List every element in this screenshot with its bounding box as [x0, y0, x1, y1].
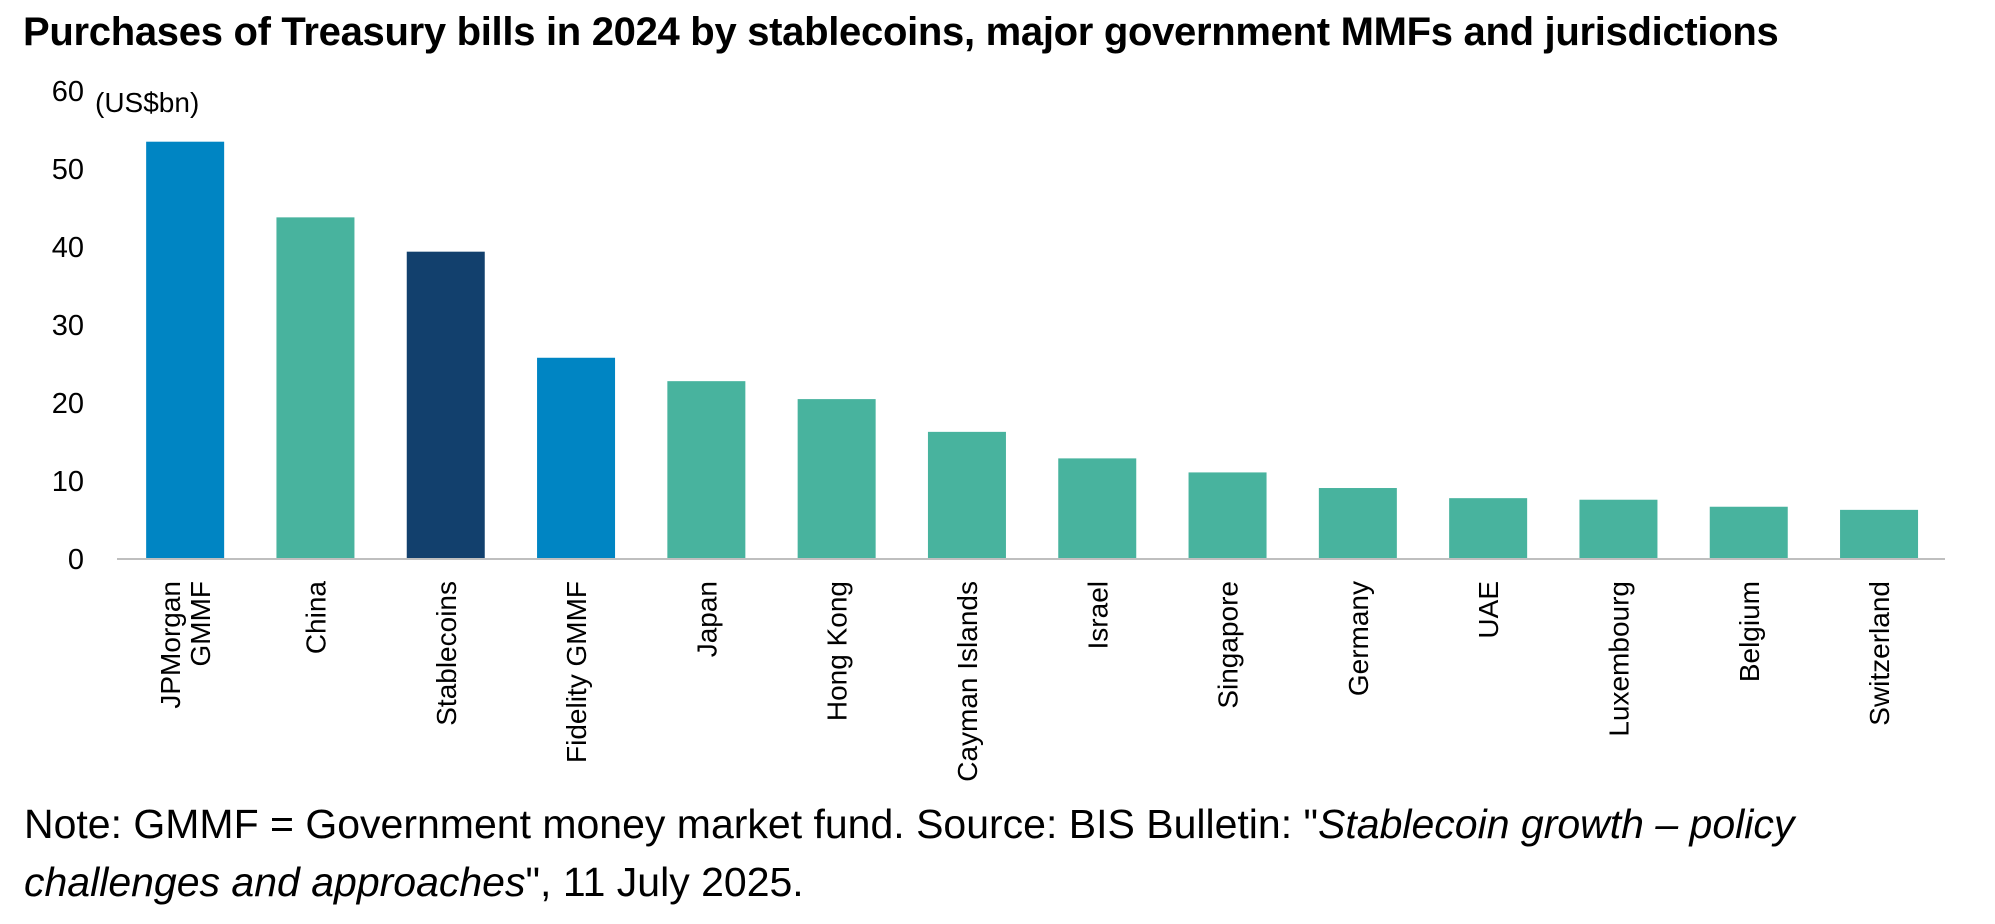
unit-label: (US$bn) — [95, 87, 199, 118]
y-axis: 0 10 20 30 40 50 60 — [52, 76, 84, 576]
bar — [146, 141, 225, 559]
bar — [1709, 506, 1788, 559]
chart-title: Purchases of Treasury bills in 2024 by s… — [23, 10, 1779, 54]
x-tick-label: Hong Kong — [822, 581, 853, 721]
x-tick-label-line: Stablecoins — [431, 581, 462, 726]
bar — [927, 431, 1006, 559]
x-tick-label-line: Israel — [1082, 581, 1113, 649]
y-tick-label: 10 — [52, 466, 84, 498]
bar — [1449, 498, 1528, 559]
bar — [406, 251, 485, 559]
x-tick-label-line: Luxembourg — [1603, 581, 1634, 737]
x-axis: JPMorganGMMF China Stablecoins Fidelity GMM… — [155, 581, 1895, 782]
x-tick-label-line: GMMF — [185, 581, 216, 667]
x-tick-label: Germany — [1343, 581, 1374, 696]
x-tick-label: UAE — [1473, 581, 1504, 639]
x-tick-label-line: Fidelity GMMF — [561, 581, 592, 763]
x-tick-label-line: China — [300, 581, 331, 655]
y-tick-label: 40 — [52, 232, 84, 264]
y-tick-label: 20 — [52, 388, 84, 420]
x-tick-label-line: Switzerland — [1864, 581, 1895, 726]
bar — [797, 399, 876, 559]
y-tick-label: 60 — [52, 76, 84, 108]
x-tick-label-line: Japan — [691, 581, 722, 657]
footnote: Note: GMMF = Government money market fun… — [24, 795, 1984, 911]
x-tick-label: Japan — [691, 581, 722, 657]
bar — [537, 357, 616, 559]
x-tick-label: Stablecoins — [431, 581, 462, 726]
bar — [1318, 488, 1397, 559]
bar — [1058, 458, 1137, 559]
y-tick-label: 30 — [52, 310, 84, 342]
bar — [667, 381, 746, 559]
y-tick-label: 50 — [52, 154, 84, 186]
x-tick-label: Israel — [1082, 581, 1113, 649]
x-tick-label: JPMorganGMMF — [155, 581, 216, 709]
note-prefix: Note: GMMF = Government money market fun… — [24, 801, 1319, 847]
x-tick-label-line: Germany — [1343, 581, 1374, 696]
x-tick-label: Luxembourg — [1603, 581, 1634, 737]
x-tick-label: China — [300, 581, 331, 655]
bar-chart: 0 10 20 30 40 50 60 (US$bn) JPMorganGMMF China S… — [52, 76, 1945, 782]
note-suffix: ", 11 July 2025. — [525, 859, 804, 905]
bar — [1579, 499, 1658, 559]
note-publication-title: Stablecoin growth – policy challenges an… — [24, 801, 1795, 905]
x-tick-label-line: JPMorgan — [155, 581, 186, 709]
x-tick-label-line: Belgium — [1734, 581, 1765, 682]
x-tick-label-line: UAE — [1473, 581, 1504, 639]
x-tick-label-line: Hong Kong — [822, 581, 853, 721]
x-tick-label-line: Cayman Islands — [952, 581, 983, 782]
x-tick-label: Singapore — [1213, 581, 1244, 709]
y-tick-label: 0 — [68, 544, 84, 576]
bars — [146, 141, 1919, 560]
bar — [1840, 509, 1919, 559]
bar — [276, 217, 355, 560]
x-tick-label-line: Singapore — [1213, 581, 1244, 709]
x-tick-label: Fidelity GMMF — [561, 581, 592, 763]
x-tick-label: Cayman Islands — [952, 581, 983, 782]
x-tick-label: Belgium — [1734, 581, 1765, 682]
bar — [1188, 472, 1267, 559]
x-tick-label: Switzerland — [1864, 581, 1895, 726]
